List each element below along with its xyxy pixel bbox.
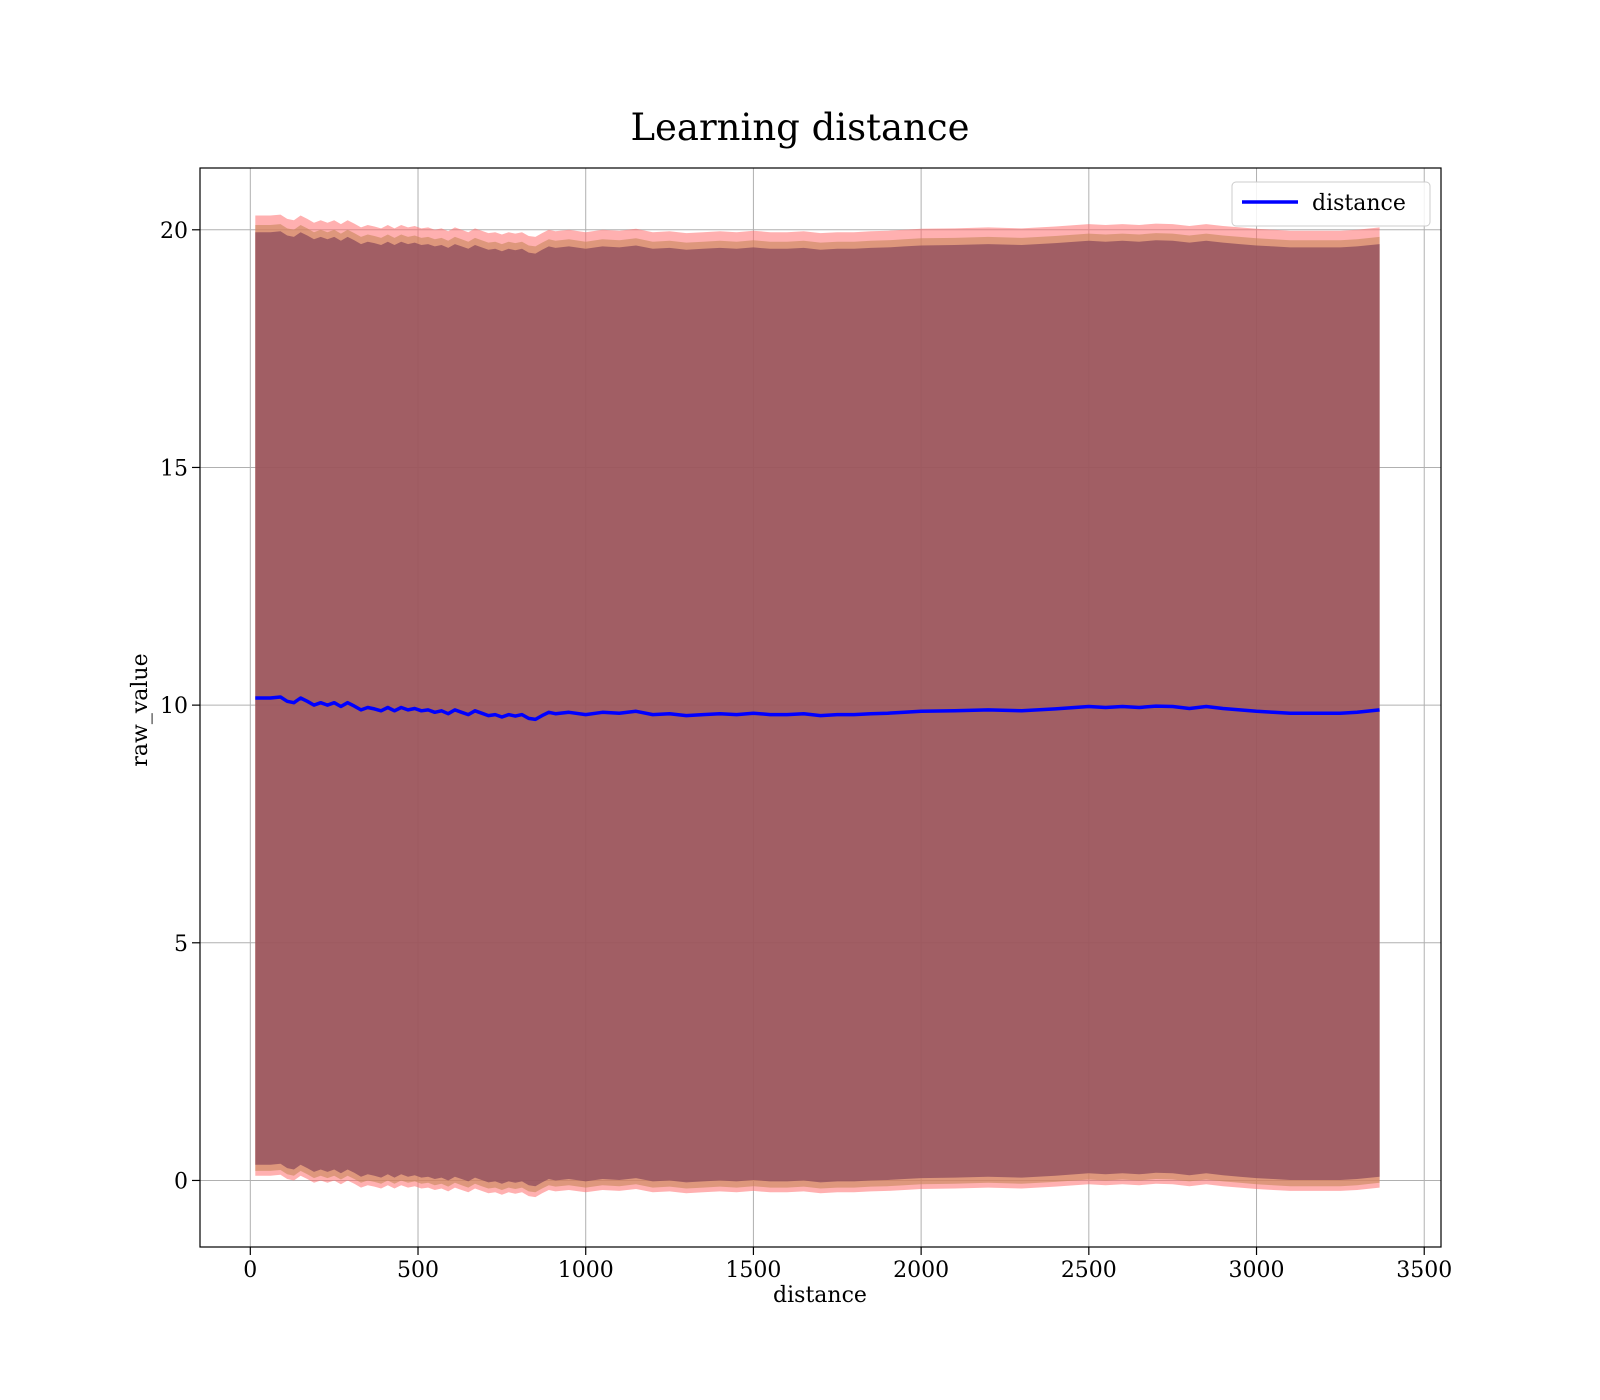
x-tick-label: 500 xyxy=(397,1258,439,1283)
x-axis-label: distance xyxy=(773,1283,867,1308)
band-inner xyxy=(255,231,1380,1187)
x-tick-label: 0 xyxy=(243,1258,257,1283)
y-tick-label: 0 xyxy=(174,1169,188,1194)
x-tick-label: 3500 xyxy=(1396,1258,1452,1283)
uncertainty-bands xyxy=(255,214,1380,1198)
y-tick-label: 15 xyxy=(160,456,188,481)
legend: distance xyxy=(1231,181,1431,227)
y-tick-label: 5 xyxy=(174,932,188,957)
x-tick-label: 1500 xyxy=(725,1258,781,1283)
chart-title: Learning distance xyxy=(630,106,969,149)
legend-label-distance: distance xyxy=(1312,191,1406,216)
x-axis: 0 500 1000 1500 2000 2500 3000 3500 xyxy=(243,1247,1452,1283)
legend-box xyxy=(1231,181,1431,227)
series-line-distance xyxy=(255,695,1380,722)
y-tick-label: 20 xyxy=(160,219,188,244)
y-tick-label: 10 xyxy=(160,694,188,719)
y-axis: 0 5 10 15 20 xyxy=(160,219,200,1194)
y-axis-label: raw_value xyxy=(128,653,153,766)
x-tick-label: 3000 xyxy=(1229,1258,1285,1283)
series-lines xyxy=(255,695,1380,722)
x-tick-label: 2500 xyxy=(1061,1258,1117,1283)
plot-frame xyxy=(199,167,1442,1248)
x-tick-label: 1000 xyxy=(558,1258,614,1283)
x-tick-label: 2000 xyxy=(893,1258,949,1283)
